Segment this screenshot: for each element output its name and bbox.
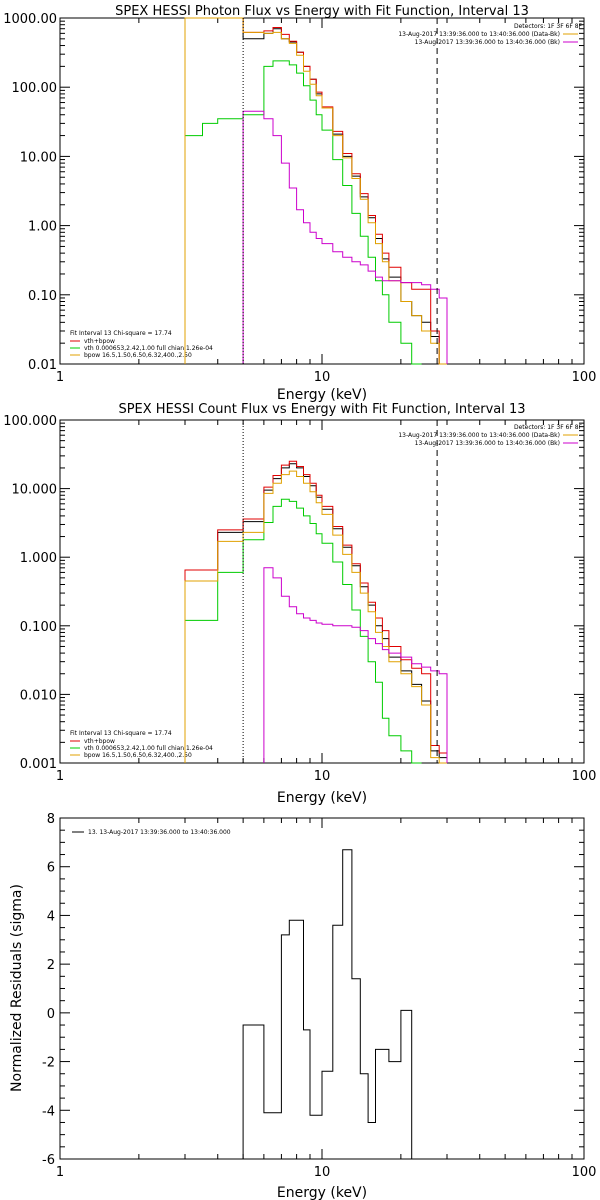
y-tick-label: 10.00 [20,150,57,165]
data-bk-note: 13-Aug-2017 13:39:36.000 to 13:40:36.000… [398,31,578,38]
svg-text:13-Aug-2017 13:39:36.000 to 13: 13-Aug-2017 13:39:36.000 to 13:40:36.000… [398,432,560,439]
series-bk-line [263,567,448,763]
bk-note: 13-Aug-2017 13:39:36.000 to 13:40:36.000… [415,39,578,46]
y-tick-label: 10.000 [12,483,58,498]
photon-flux-chart: SPEX HESSI Photon Flux vs Energy with Fi… [3,4,596,403]
x-tick-label: 100 [572,1165,597,1180]
legend-item-vth: vth 0.000653,2.42,1.00 full chian 1.26e-… [70,745,213,752]
residuals-chart: Energy (keV) Normalized Residuals (sigma… [9,812,596,1200]
count-flux-chart: SPEX HESSI Count Flux vs Energy with Fit… [3,402,596,806]
y-tick-label: 6 [47,861,55,876]
legend: 13. 13-Aug-2017 13:39:36.000 to 13:40:36… [72,829,231,836]
svg-text:bpow 16.5,1.50,6.50,6.32,400.,: bpow 16.5,1.50,6.50,6.32,400.,2.50 [84,752,192,759]
series-vth-line [184,498,422,764]
y-tick-label: 1.00 [28,220,57,235]
x-tick-label: 10 [314,769,331,784]
series-bpow-line [184,470,447,764]
legend-item-vth-bpow: vth+bpow [70,338,115,345]
x-tick-label: 100 [572,769,597,784]
legend: Fit Interval 13 Chi-square = 17.74 vth+b… [70,330,213,359]
svg-text:vth 0.000653,2.42,1.00 full c: vth 0.000653,2.42,1.00 full chian 1.26e-… [84,745,213,752]
legend: Fit Interval 13 Chi-square = 17.74 vth+b… [70,730,213,759]
bk-note: 13-Aug-2017 13:39:36.000 to 13:40:36.000… [415,440,578,447]
x-tick-label: 1 [56,370,64,385]
series-total-line [242,849,422,1160]
y-tick-label: 100.000 [3,414,57,429]
y-tick-label: 0.10 [28,289,57,304]
y-tick-label: 2 [47,958,55,973]
x-tick-label: 10 [314,370,331,385]
svg-text:13-Aug-2017 13:39:36.000 to 13: 13-Aug-2017 13:39:36.000 to 13:40:36.000… [415,440,560,447]
legend-interval: 13. 13-Aug-2017 13:39:36.000 to 13:40:36… [88,829,231,836]
y-tick-label: 100.00 [12,81,58,96]
legend-fit-interval: Fit Interval 13 Chi-square = 17.74 [70,330,172,337]
y-tick-label: -4 [42,1104,55,1119]
y-tick-label: -2 [42,1056,55,1071]
chart-title: SPEX HESSI Count Flux vs Energy with Fit… [118,402,525,417]
x-tick-label: 100 [572,370,597,385]
series-bpow-line [184,17,447,365]
legend-fit-interval: Fit Interval 13 Chi-square = 17.74 [70,730,172,737]
x-axis-label: Energy (keV) [277,790,367,806]
x-axis-label: Energy (keV) [277,1185,367,1200]
y-axis-label: Normalized Residuals (sigma) [9,884,25,1092]
y-tick-label: 8 [47,812,55,827]
data-bk-note: 13-Aug-2017 13:39:36.000 to 13:40:36.000… [398,432,578,439]
y-tick-label: 0.01 [28,358,57,373]
y-tick-label: 4 [47,909,55,924]
legend-item-bpow: bpow 16.5,1.50,6.50,6.32,400.,2.50 [70,752,192,759]
chart-title: SPEX HESSI Photon Flux vs Energy with Fi… [115,4,529,19]
y-tick-label: 0.100 [20,620,57,635]
svg-text:vth 0.000653,2.42,1.00 full c: vth 0.000653,2.42,1.00 full chian 1.26e-… [84,345,213,352]
y-tick-label: 1.000 [20,551,57,566]
legend-item-vth-bpow: vth+bpow [70,738,115,745]
y-tick-label: -6 [42,1153,55,1168]
x-tick-label: 1 [56,1165,64,1180]
detector-note: Detectors: 1F 3F 6F 8F [514,424,583,431]
svg-text:vth+bpow: vth+bpow [84,338,115,345]
legend-item-vth: vth 0.000653,2.42,1.00 full chian 1.26e-… [70,345,213,352]
x-tick-label: 1 [56,769,64,784]
y-tick-label: 1000.00 [3,12,57,27]
y-tick-label: 0.010 [20,688,57,703]
series-bk-line [242,110,448,364]
svg-text:13-Aug-2017 13:39:36.000 to 13: 13-Aug-2017 13:39:36.000 to 13:40:36.000… [415,39,560,46]
x-axis-label: Energy (keV) [277,387,367,403]
svg-text:bpow 16.5,1.50,6.50,6.32,400.,: bpow 16.5,1.50,6.50,6.32,400.,2.50 [84,352,192,359]
detector-note: Detectors: 1F 3F 6F 8F [514,23,583,30]
x-tick-label: 10 [314,1165,331,1180]
legend-item-bpow: bpow 16.5,1.50,6.50,6.32,400.,2.50 [70,352,192,359]
series-sum-line [184,17,447,365]
svg-text:13-Aug-2017 13:39:36.000 to 13: 13-Aug-2017 13:39:36.000 to 13:40:36.000… [398,31,560,38]
y-tick-label: 0.001 [20,757,57,772]
y-tick-label: 0 [47,1007,55,1022]
svg-text:vth+bpow: vth+bpow [84,738,115,745]
